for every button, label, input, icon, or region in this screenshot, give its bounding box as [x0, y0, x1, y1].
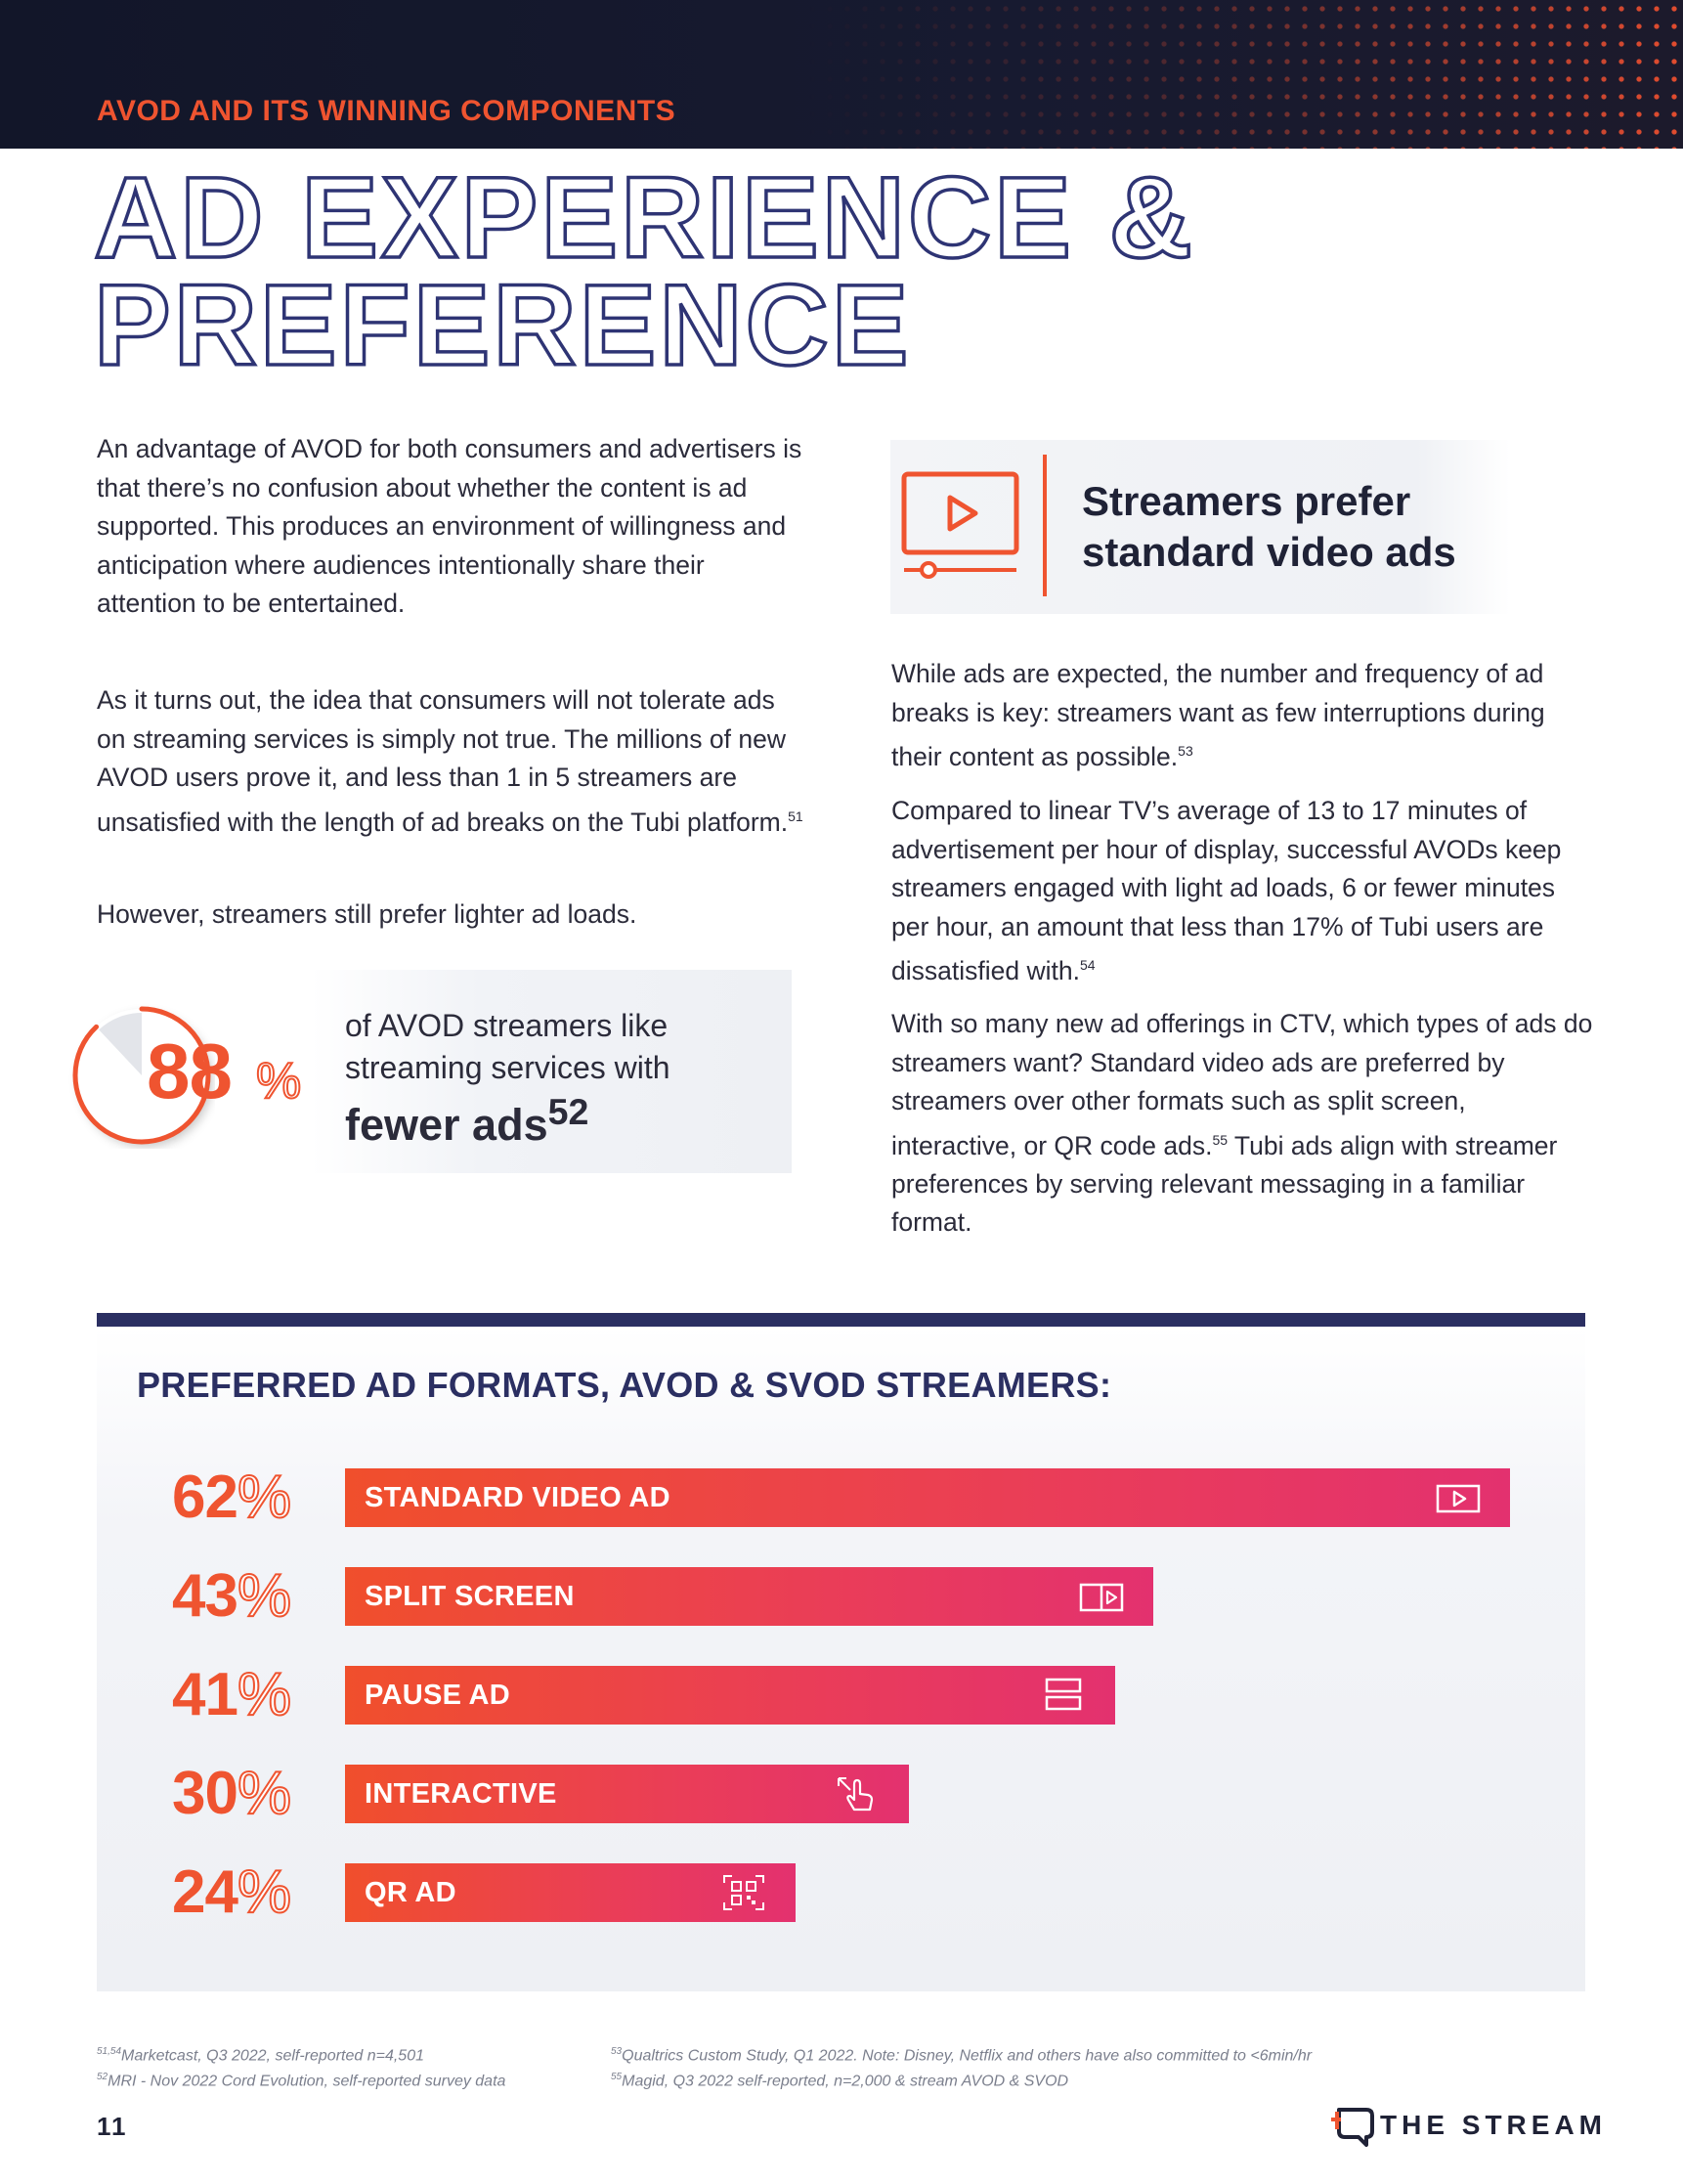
bar-value-label: 43%: [172, 1562, 292, 1631]
left-paragraph-3: However, streamers still prefer lighter …: [97, 899, 637, 929]
chart-panel: [97, 1327, 1585, 1991]
bar-value-number: 43: [172, 1562, 238, 1630]
footnote-left-1: 51,54Marketcast, Q3 2022, self-reported …: [97, 2041, 424, 2067]
bar-value-label: 30%: [172, 1760, 292, 1828]
section-kicker: AVOD AND ITS WINNING COMPONENTS: [97, 95, 676, 127]
brand-name: THE STREAM: [1380, 2110, 1607, 2140]
bar: QR AD: [345, 1863, 796, 1922]
bar-value-unit: %: [237, 1463, 292, 1532]
bar-value-label: 24%: [172, 1858, 292, 1927]
bar-category-label: QR AD: [365, 1877, 456, 1908]
bar: SPLIT SCREEN: [345, 1567, 1153, 1626]
bar: INTERACTIVE: [345, 1765, 909, 1823]
stat-description: of AVOD streamers like streaming service…: [345, 1005, 670, 1089]
bar-row: 24% QR AD: [0, 1858, 1683, 1927]
stat-percent-sign: %: [255, 1052, 302, 1111]
stat-ring-gauge: [72, 1006, 211, 1145]
left-paragraph-2-text: As it turns out, the idea that consumers…: [97, 685, 789, 837]
bar-value-number: 24: [172, 1858, 238, 1926]
right-paragraph-3-text-a: With so many new ad offerings in CTV, wh…: [891, 1009, 1593, 1160]
stat-emphasis-text: fewer ads: [345, 1100, 548, 1150]
bar-row: 41% PAUSE AD: [0, 1661, 1683, 1729]
chat-bubble-logo-icon: [1331, 2108, 1374, 2147]
footnote-left-2-text: MRI - Nov 2022 Cord Evolution, self-repo…: [108, 2073, 506, 2090]
pause-ad-icon: [1041, 1676, 1086, 1715]
bar-row: 30% INTERACTIVE: [0, 1760, 1683, 1828]
footnote-ref-54: 54: [1079, 957, 1096, 973]
bar-value-number: 30: [172, 1760, 238, 1827]
stat-line-2: streaming services with: [345, 1050, 670, 1085]
page-title-line2: PREFERENCE: [92, 261, 912, 390]
callout-box: [890, 440, 1510, 614]
bar-value-number: 41: [172, 1661, 238, 1728]
bar-value-unit: %: [237, 1661, 292, 1729]
video-play-icon: [901, 471, 1019, 579]
callout-title-line2: standard video ads: [1082, 529, 1456, 575]
stat-box: [311, 970, 792, 1173]
bar-value-label: 41%: [172, 1661, 292, 1729]
bar-category-label: SPLIT SCREEN: [365, 1581, 575, 1612]
bar: PAUSE AD: [345, 1666, 1115, 1725]
bar-value-unit: %: [237, 1562, 292, 1631]
bar-category-label: INTERACTIVE: [365, 1778, 557, 1810]
split-screen-icon: [1079, 1577, 1124, 1616]
footnote-ref-52: 52: [547, 1091, 589, 1132]
page-title-line1: AD EXPERIENCE &: [92, 153, 1195, 283]
page-number: 11: [97, 2112, 128, 2141]
chart-title: PREFERRED AD FORMATS, AVOD & SVOD STREAM…: [137, 1365, 1112, 1405]
stat-number: 88: [147, 1027, 233, 1114]
stat-emphasis: fewer ads52: [345, 1087, 588, 1150]
bar: STANDARD VIDEO AD: [345, 1468, 1510, 1527]
footnote-ref-53: 53: [1178, 743, 1193, 759]
footnote-left-2: 52MRI - Nov 2022 Cord Evolution, self-re…: [97, 2067, 505, 2092]
stat-line-1: of AVOD streamers like: [345, 1008, 669, 1043]
qr-code-icon: [721, 1873, 766, 1912]
video-play-icon: [1436, 1478, 1481, 1517]
footnote-ref-51: 51: [788, 808, 803, 824]
tap-hand-icon: [835, 1774, 880, 1813]
footnote-right-1: 53Qualtrics Custom Study, Q1 2022. Note:…: [611, 2041, 1312, 2067]
right-paragraph-3-text-b: Tubi ads align with streamer preferences…: [891, 1130, 1558, 1238]
left-paragraph-1: An advantage of AVOD for both consumers …: [97, 434, 802, 618]
footnote-left-1-text: Marketcast, Q3 2022, self-reported n=4,5…: [121, 2047, 424, 2065]
footnote-right-2-ref: 55: [611, 2072, 623, 2082]
callout-title-line1: Streamers prefer: [1082, 478, 1411, 524]
bar-row: 62% STANDARD VIDEO AD: [0, 1463, 1683, 1532]
bar-value-unit: %: [237, 1760, 292, 1828]
right-paragraph-1-text: While ads are expected, the number and f…: [891, 659, 1545, 771]
footnote-right-1-ref: 53: [611, 2046, 623, 2057]
callout-title: Streamers prefer standard video ads: [1082, 476, 1456, 578]
right-paragraph-2-text: Compared to linear TV’s average of 13 to…: [891, 796, 1562, 985]
right-paragraph-2: Compared to linear TV’s average of 13 to…: [891, 792, 1595, 990]
bar-value-label: 62%: [172, 1463, 292, 1532]
page-title: AD EXPERIENCE & PREFERENCE: [92, 153, 1195, 390]
footnote-ref-55: 55: [1212, 1131, 1229, 1148]
bar-value-number: 62: [172, 1463, 238, 1531]
footnote-right-2: 55Magid, Q3 2022 self-reported, n=2,000 …: [611, 2067, 1068, 2092]
footnote-right-1-text: Qualtrics Custom Study, Q1 2022. Note: D…: [622, 2047, 1313, 2065]
left-paragraph-2: As it turns out, the idea that consumers…: [97, 681, 810, 842]
header-band: AVOD AND ITS WINNING COMPONENTS: [0, 0, 1683, 149]
header-dot-pattern: [803, 0, 1683, 149]
footnote-left-2-ref: 52: [97, 2072, 108, 2082]
chart-top-rule: [97, 1313, 1585, 1327]
callout-divider: [1043, 455, 1047, 596]
bar-category-label: STANDARD VIDEO AD: [365, 1482, 670, 1513]
bar-value-unit: %: [237, 1858, 292, 1927]
bar-category-label: PAUSE AD: [365, 1680, 511, 1711]
right-paragraph-1: While ads are expected, the number and f…: [891, 655, 1595, 776]
footnote-left-1-ref: 51,54: [97, 2046, 122, 2057]
footnote-right-2-text: Magid, Q3 2022 self-reported, n=2,000 & …: [622, 2073, 1069, 2090]
right-paragraph-3: With so many new ad offerings in CTV, wh…: [891, 1005, 1595, 1243]
bar-row: 43% SPLIT SCREEN: [0, 1562, 1683, 1631]
